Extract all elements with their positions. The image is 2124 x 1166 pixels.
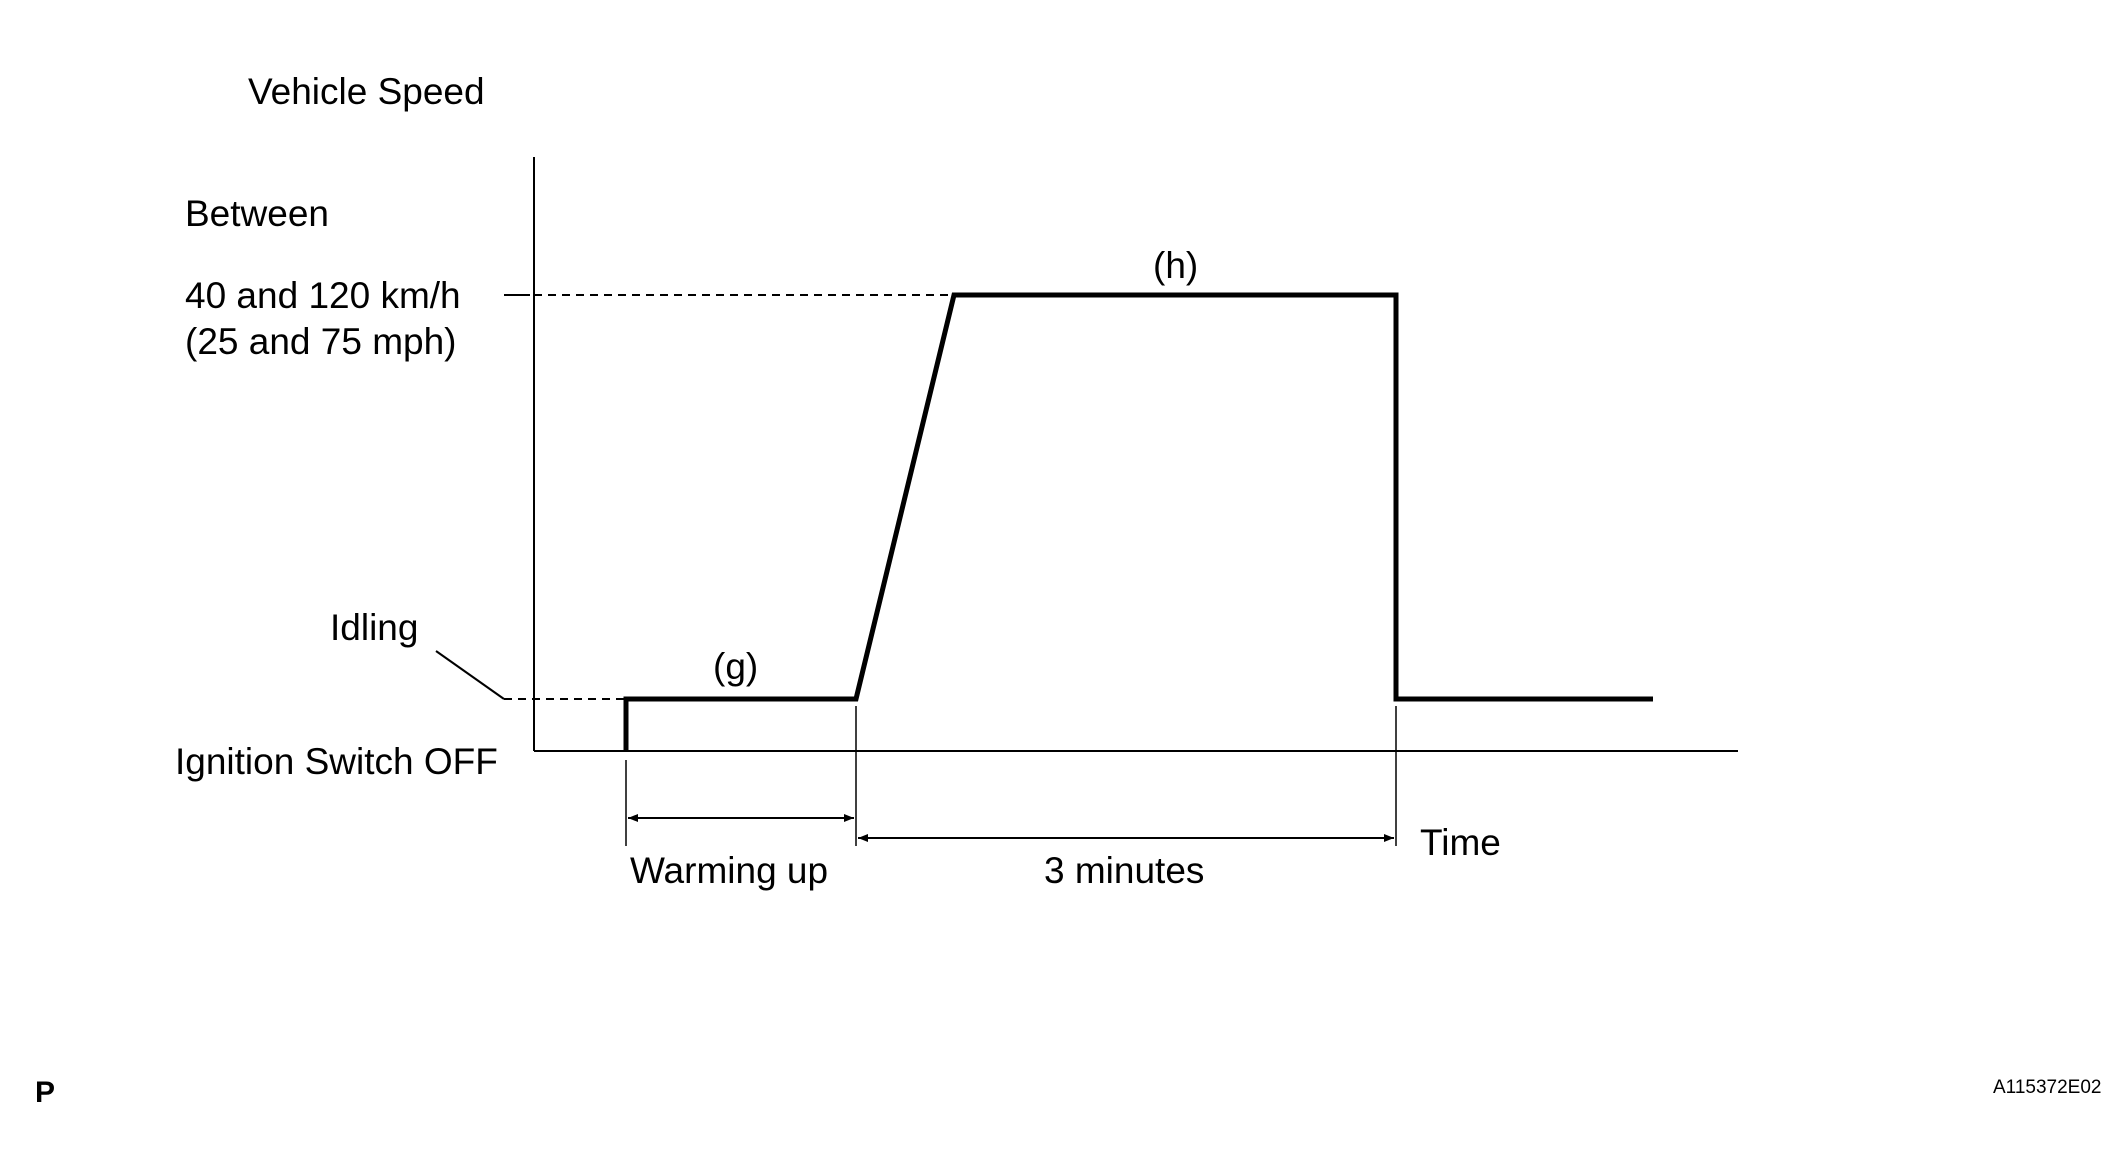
- figure-id-code: A115372E02: [1993, 1077, 2101, 1098]
- x-axis-label: Time: [1420, 822, 1501, 863]
- speed-label-line3: (25 and 75 mph): [185, 321, 457, 362]
- three-minutes-label: 3 minutes: [1044, 850, 1204, 891]
- speed-label-line1: Between: [185, 193, 329, 234]
- idling-leader-line: [435, 650, 505, 700]
- y-axis-label: Vehicle Speed: [248, 71, 485, 112]
- warming-up-label: Warming up: [630, 850, 828, 891]
- speed-profile-line: [623, 292, 1653, 751]
- ignition-switch-off-label: Ignition Switch OFF: [175, 741, 498, 782]
- corner-code-left: P: [35, 1076, 55, 1109]
- idling-label: Idling: [330, 607, 418, 648]
- phase-h-label: (h): [1153, 245, 1198, 286]
- speed-label-line2: 40 and 120 km/h: [185, 275, 461, 316]
- phase-g-label: (g): [713, 646, 758, 687]
